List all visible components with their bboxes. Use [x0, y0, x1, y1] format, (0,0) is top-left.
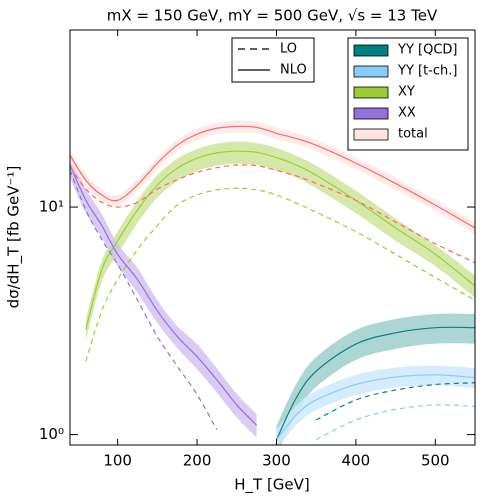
x-tick-label: 200: [183, 452, 212, 470]
legend-styles: LO NLO: [231, 37, 315, 83]
plot-frame: [69, 29, 476, 446]
legend-box: [231, 37, 315, 83]
nlo-line: [275, 326, 475, 440]
lo-line: [315, 382, 475, 421]
chart-title: mX = 150 GeV, mY = 500 GeV, √s = 13 TeV: [107, 7, 438, 25]
legend-swatch: [353, 107, 389, 120]
legend-swatch: [353, 44, 389, 57]
nlo-line: [70, 164, 258, 426]
nlo-line: [276, 374, 475, 441]
y-tick-label: 10⁰: [39, 425, 64, 443]
lo-line: [85, 187, 475, 362]
legend-swatch: [353, 65, 389, 78]
legend-label: LO: [280, 42, 297, 57]
legend-label: NLO: [280, 63, 307, 78]
x-tick-label: 300: [262, 452, 291, 470]
x-tick-label: 100: [103, 452, 132, 470]
legend-label: XY: [398, 85, 415, 100]
nlo-line: [70, 125, 475, 229]
uncertainty-band: [85, 141, 475, 341]
legend-swatch: [353, 86, 389, 99]
lo-line: [315, 404, 475, 441]
legend-processes: YY [QCD] YY [t-ch.] XY XX total: [347, 37, 469, 151]
legend-label: total: [398, 127, 428, 142]
legend-swatch: [353, 128, 389, 141]
x-tick-label: 400: [342, 452, 371, 470]
nlo-line: [85, 150, 475, 330]
plot-area: [70, 120, 475, 445]
legend-label: YY [QCD]: [397, 43, 457, 58]
x-tick-label: 500: [421, 452, 450, 470]
legend-label: XX: [398, 106, 416, 121]
y-axis-label: dσ/dH_T [fb GeV⁻¹]: [5, 166, 24, 309]
y-tick-label: 10¹: [39, 198, 64, 216]
legend-label: YY [t-ch.]: [397, 64, 457, 79]
uncertainty-band: [70, 154, 257, 438]
uncertainty-band: [276, 365, 475, 445]
lo-line: [70, 164, 475, 264]
uncertainty-band: [70, 120, 475, 235]
uncertainty-band: [276, 313, 475, 445]
axes: 100 200 300 400 500 10⁰ 10¹: [39, 30, 475, 470]
lo-line: [70, 170, 218, 431]
x-axis-label: H_T [GeV]: [234, 476, 310, 495]
